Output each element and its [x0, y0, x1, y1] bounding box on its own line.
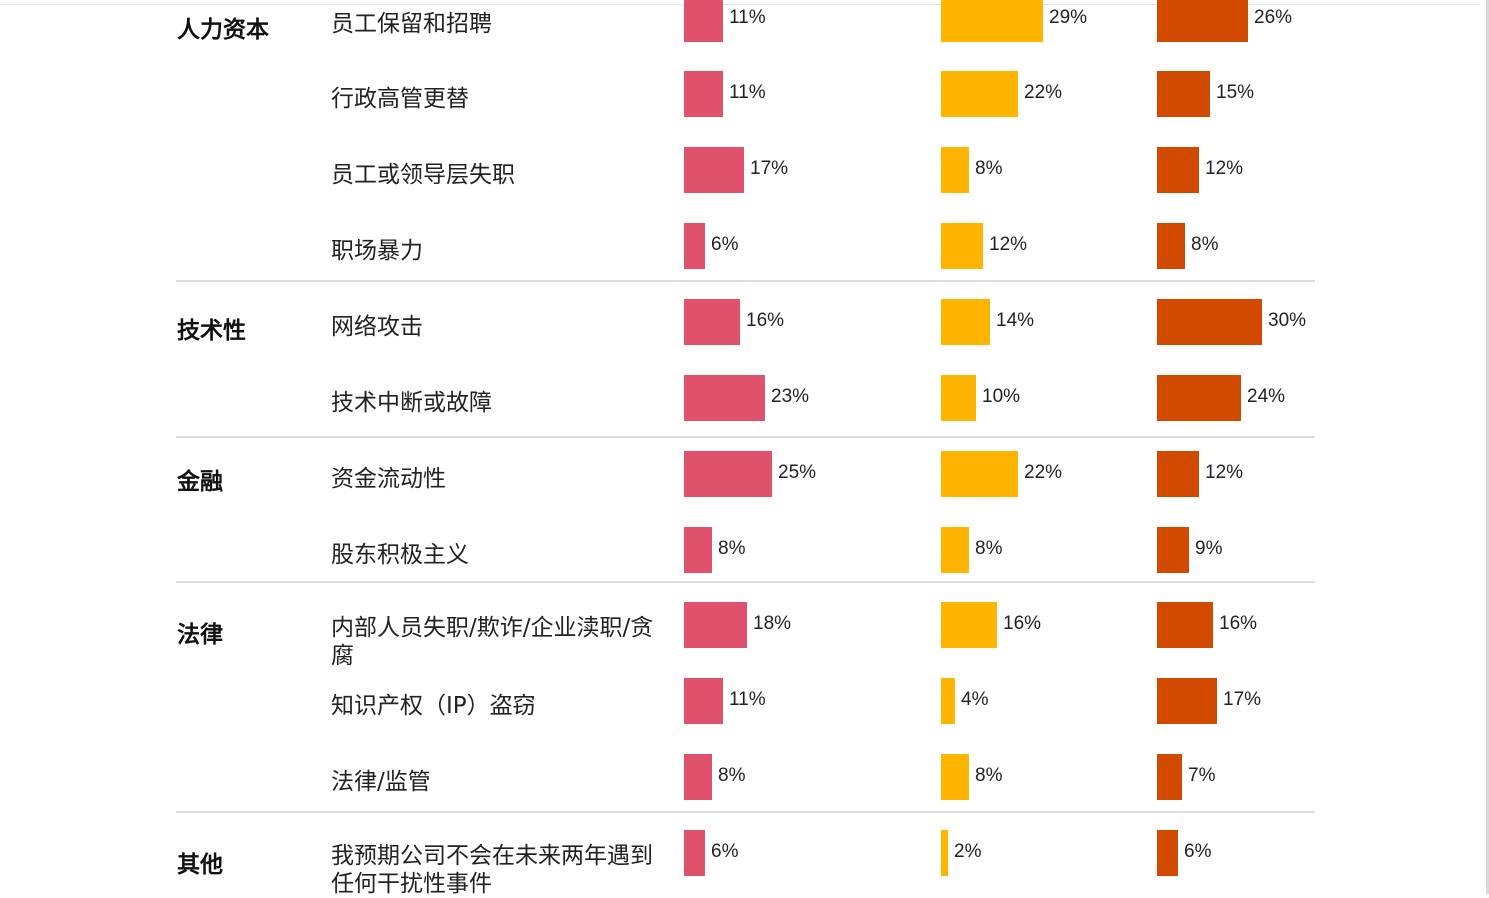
data-label: 22%: [1024, 462, 1063, 483]
category-label: 人力资本: [177, 17, 269, 43]
bar: [941, 147, 969, 193]
data-label: 12%: [989, 234, 1028, 255]
data-label: 18%: [753, 613, 792, 634]
bar: [1157, 223, 1185, 269]
data-label: 8%: [1191, 234, 1219, 255]
data-label: 16%: [1003, 613, 1042, 634]
item-label: 我预期公司不会在未来两年遇到任何干扰性事件: [331, 843, 653, 897]
item-label: 员工保留和招聘: [331, 11, 492, 37]
bar: [684, 299, 740, 345]
item-label: 法律/监管: [331, 769, 431, 795]
category-label: 金融: [177, 469, 223, 495]
data-label: 6%: [711, 234, 739, 255]
data-label: 9%: [1195, 538, 1223, 559]
data-label: 23%: [771, 386, 810, 407]
data-label: 8%: [718, 538, 746, 559]
bar: [1157, 602, 1213, 648]
item-label: 行政高管更替: [331, 86, 469, 112]
group-divider: [176, 280, 1315, 282]
bar: [684, 602, 747, 648]
group-divider: [176, 811, 1315, 813]
data-label: 7%: [1188, 765, 1216, 786]
bar: [941, 223, 983, 269]
data-label: 17%: [750, 158, 789, 179]
bar: [1157, 527, 1189, 573]
bar: [1157, 451, 1199, 497]
bar: [941, 678, 955, 724]
item-label: 技术中断或故障: [331, 390, 492, 416]
category-label: 其他: [177, 852, 223, 878]
group-divider: [176, 436, 1315, 438]
bar: [684, 678, 723, 724]
bar: [1157, 678, 1217, 724]
data-label: 30%: [1268, 310, 1307, 331]
data-label: 12%: [1205, 158, 1244, 179]
data-label: 29%: [1049, 7, 1088, 28]
bar: [1157, 71, 1210, 117]
bar: [684, 451, 772, 497]
bar: [941, 527, 969, 573]
data-label: 12%: [1205, 462, 1244, 483]
scrollbar-edge[interactable]: [1486, 0, 1489, 894]
bar: [1157, 754, 1182, 800]
item-label: 内部人员失职/欺诈/企业渎职/贪腐: [331, 615, 654, 669]
data-label: 10%: [982, 386, 1021, 407]
data-label: 11%: [729, 689, 766, 710]
data-label: 6%: [1184, 841, 1212, 862]
bar: [1157, 0, 1248, 42]
bar: [941, 602, 997, 648]
data-label: 8%: [718, 765, 746, 786]
data-label: 16%: [1219, 613, 1258, 634]
bar: [1157, 299, 1262, 345]
bar: [1157, 375, 1241, 421]
bar: [941, 71, 1018, 117]
data-label: 8%: [975, 538, 1003, 559]
data-label: 26%: [1254, 7, 1293, 28]
bar: [941, 375, 976, 421]
data-label: 17%: [1223, 689, 1262, 710]
bar: [1157, 830, 1178, 876]
data-label: 24%: [1247, 386, 1286, 407]
data-label: 2%: [954, 841, 982, 862]
item-label: 职场暴力: [331, 238, 423, 264]
bar: [684, 375, 765, 421]
data-label: 16%: [746, 310, 785, 331]
data-label: 8%: [975, 158, 1003, 179]
item-label: 知识产权（IP）盗窃: [331, 693, 536, 719]
top-rule: [0, 4, 1480, 5]
data-label: 4%: [961, 689, 989, 710]
bar: [941, 0, 1043, 42]
item-label: 网络攻击: [331, 314, 423, 340]
bar: [684, 0, 723, 42]
category-label: 技术性: [177, 318, 246, 344]
item-label: 员工或领导层失职: [331, 162, 515, 188]
bar: [941, 299, 990, 345]
bar: [1157, 147, 1199, 193]
bar: [684, 223, 705, 269]
group-divider: [176, 581, 1315, 583]
data-label: 22%: [1024, 82, 1063, 103]
data-label: 11%: [729, 7, 766, 28]
data-label: 25%: [778, 462, 817, 483]
bar: [684, 71, 723, 117]
bar: [941, 451, 1018, 497]
data-label: 14%: [996, 310, 1035, 331]
item-label: 股东积极主义: [331, 542, 469, 568]
category-label: 法律: [177, 622, 223, 648]
bar: [684, 527, 712, 573]
data-label: 15%: [1216, 82, 1255, 103]
bar: [684, 754, 712, 800]
bar: [941, 754, 969, 800]
data-label: 11%: [729, 82, 766, 103]
bar: [684, 830, 705, 876]
data-label: 6%: [711, 841, 739, 862]
bar: [941, 830, 948, 876]
bar: [684, 147, 744, 193]
item-label: 资金流动性: [331, 466, 446, 492]
data-label: 8%: [975, 765, 1003, 786]
